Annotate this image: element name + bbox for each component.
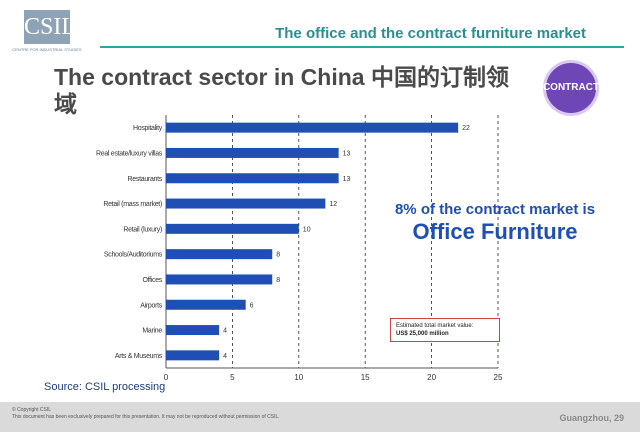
logo-mark: CSIL [24, 10, 76, 44]
category-label: Retail (luxury) [123, 226, 162, 233]
contract-badge: CONTRACT [543, 60, 599, 116]
category-label: Real estate/luxury villas [96, 150, 163, 157]
bar [166, 147, 339, 158]
bar [166, 249, 273, 260]
data-label: 6 [250, 302, 254, 309]
bar [166, 173, 339, 184]
bar [166, 325, 220, 336]
footer-location-page: Guangzhou, 29 [559, 413, 624, 423]
data-label: 12 [329, 201, 337, 208]
data-label: 22 [462, 125, 470, 132]
header-divider [100, 46, 624, 48]
bar [166, 350, 220, 361]
bar-chart: 0 5 10 15 20 25 Hospitality 22 Real estate/luxur… [96, 115, 503, 382]
data-label: 10 [303, 226, 311, 233]
bar [166, 198, 326, 209]
category-label: Restaurants [128, 176, 163, 183]
footer-copyright: © Copyright CSIL This document has been … [12, 407, 280, 421]
data-label: 13 [343, 150, 351, 157]
data-label: 8 [276, 277, 280, 284]
csil-logo: CSIL CENTRE FOR INDUSTRIAL STUDIES [10, 10, 84, 54]
category-label: Retail (mass market) [103, 201, 162, 208]
slide-title: The contract sector in China 中国的订制领域 [54, 64, 509, 117]
category-label: Arts & Museums [115, 353, 163, 360]
category-label: Airports [140, 302, 163, 309]
x-tick-label: 5 [230, 373, 235, 382]
copyright-line: © Copyright CSIL [12, 407, 51, 413]
estimate-label: Estimated total market value: [396, 323, 474, 329]
data-label: 4 [223, 353, 227, 360]
data-label: 4 [223, 328, 227, 335]
estimate-box: Estimated total market value: US$ 25,000… [390, 318, 500, 342]
data-label: 13 [343, 176, 351, 183]
notice-line: This document has been exclusively prepa… [12, 414, 280, 420]
header-title: The office and the contract furniture ma… [275, 25, 586, 42]
footer-bar [0, 402, 640, 432]
logo-subtitle: CENTRE FOR INDUSTRIAL STUDIES [12, 47, 82, 52]
x-tick-label: 20 [427, 373, 436, 382]
callout-line-2: Office Furniture [412, 219, 578, 244]
category-label: Marine [142, 328, 162, 335]
bar [166, 223, 299, 234]
data-label: 8 [276, 252, 280, 259]
estimate-value: US$ 25,000 million [396, 331, 449, 337]
source-note: Source: CSIL processing [44, 381, 166, 393]
bar [166, 122, 459, 133]
bar [166, 274, 273, 285]
x-tick-label: 10 [294, 373, 303, 382]
x-tick-label: 0 [164, 373, 169, 382]
bar [166, 299, 246, 310]
category-label: Hospitality [133, 125, 163, 132]
callout-line-1: 8% of the contract market is [394, 201, 596, 218]
x-tick-label: 25 [494, 373, 503, 382]
category-label: Schools/Auditoriums [104, 252, 163, 259]
category-label: Offices [142, 277, 162, 284]
x-tick-label: 15 [361, 373, 370, 382]
